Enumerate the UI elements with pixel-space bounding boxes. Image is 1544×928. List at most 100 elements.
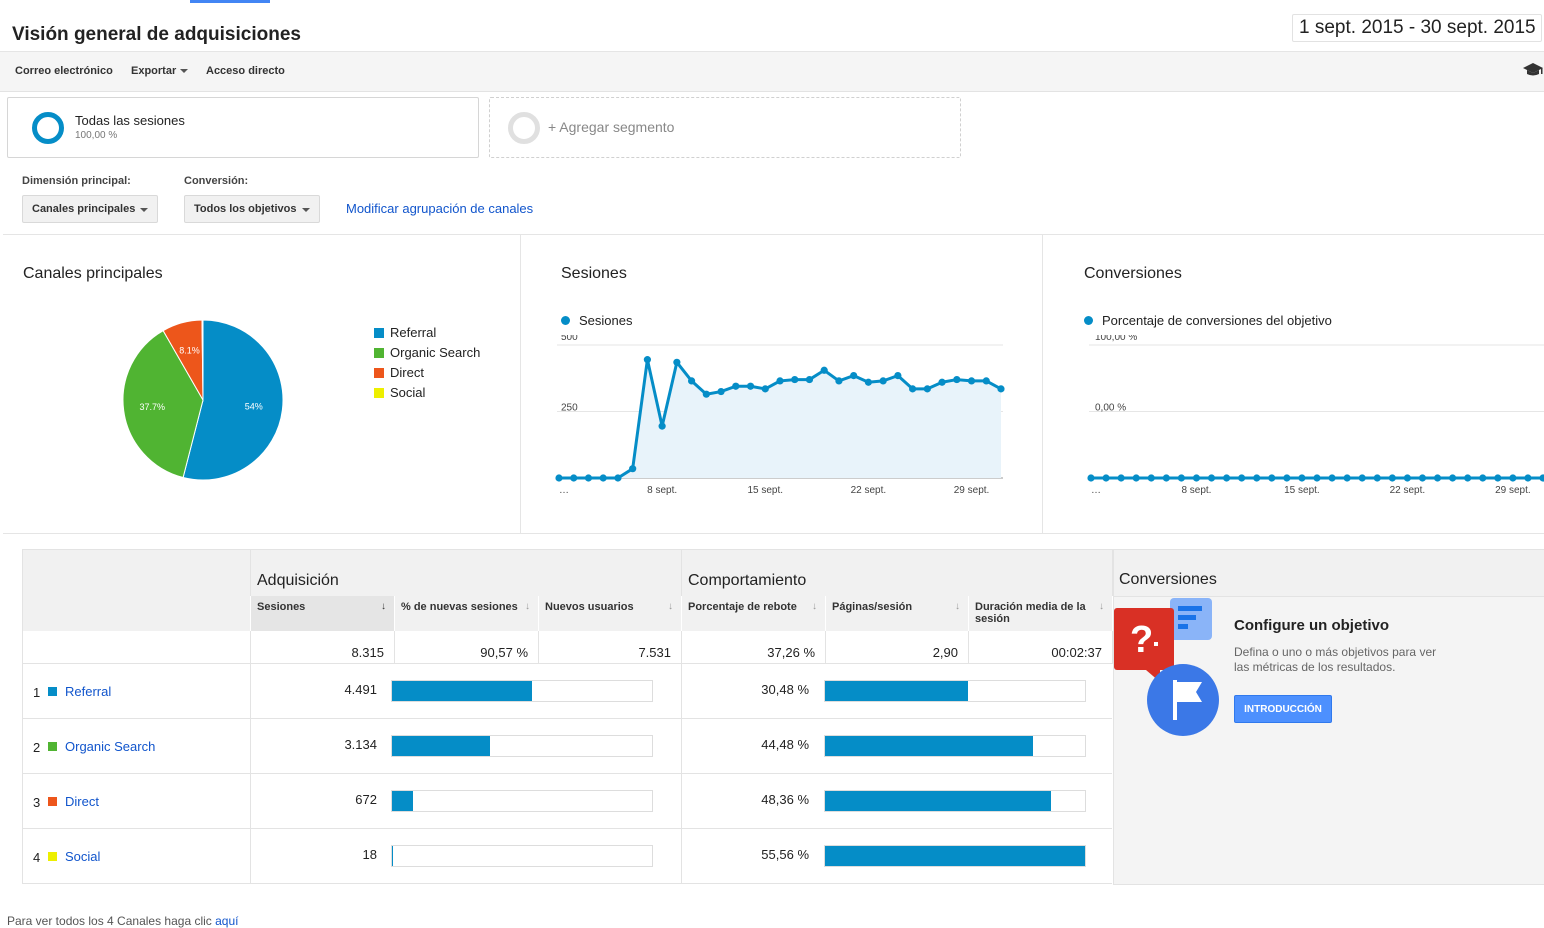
duration-column-header[interactable]: Duración media de la sesión ↓ <box>969 596 1113 631</box>
data-point[interactable] <box>1238 474 1246 482</box>
data-point[interactable] <box>967 377 976 385</box>
data-point[interactable] <box>820 366 828 374</box>
data-point[interactable] <box>1313 474 1321 482</box>
primary-dimension-select[interactable]: Canales principales <box>22 195 158 223</box>
sort-icon[interactable]: ↓ <box>525 601 530 612</box>
date-range-picker[interactable]: 1 sept. 2015 - 30 sept. 2015 <box>1292 14 1542 42</box>
data-point[interactable] <box>894 371 902 380</box>
pie-slice-1[interactable] <box>122 329 204 479</box>
data-point[interactable] <box>1223 474 1231 482</box>
data-point[interactable] <box>761 385 769 393</box>
bounce-column-header[interactable]: Porcentaje de rebote ↓ <box>682 596 826 631</box>
data-point[interactable] <box>1358 474 1366 482</box>
data-point[interactable] <box>879 377 887 385</box>
channel-link[interactable]: Social <box>65 849 101 864</box>
data-point[interactable] <box>1298 474 1306 482</box>
data-point[interactable] <box>1479 474 1487 482</box>
data-point[interactable] <box>1509 474 1517 482</box>
data-point[interactable] <box>1147 474 1155 482</box>
data-point[interactable] <box>1343 474 1351 482</box>
total-sessions: 8.315 <box>251 631 395 664</box>
data-point[interactable] <box>584 474 593 482</box>
shortcut-button[interactable]: Acceso directo <box>206 65 285 77</box>
data-point[interactable] <box>1373 474 1381 482</box>
data-point[interactable] <box>570 474 578 482</box>
data-point[interactable] <box>599 474 607 482</box>
pie-slice-3[interactable] <box>201 319 204 401</box>
data-point[interactable] <box>776 377 784 385</box>
behavior-group-header: Comportamiento <box>682 549 1113 596</box>
data-point[interactable] <box>1102 474 1110 482</box>
channel-link[interactable]: Organic Search <box>65 739 156 754</box>
new-users-column-header[interactable]: Nuevos usuarios ↓ <box>539 596 682 631</box>
data-point[interactable] <box>1328 474 1336 482</box>
data-point[interactable] <box>1268 474 1276 482</box>
data-point[interactable] <box>1403 474 1411 482</box>
sort-icon[interactable]: ↓ <box>955 601 960 612</box>
graduation-cap-icon[interactable] <box>1522 62 1544 78</box>
data-point[interactable] <box>1253 474 1261 482</box>
data-point[interactable] <box>1449 474 1457 482</box>
data-point[interactable] <box>614 474 622 482</box>
channel-link[interactable]: Direct <box>65 794 99 809</box>
export-button[interactable]: Exportar <box>131 65 189 77</box>
data-point[interactable] <box>658 422 666 430</box>
data-point[interactable] <box>1283 474 1291 482</box>
add-segment-button[interactable]: + Agregar segmento <box>489 97 961 158</box>
pie-slice-0[interactable] <box>182 319 284 481</box>
sessions-column-header[interactable]: Sesiones ↓ <box>251 596 395 631</box>
pie-legend-item[interactable]: Direct <box>374 365 424 380</box>
footer-link[interactable]: aquí <box>215 914 239 928</box>
data-point[interactable] <box>791 375 799 384</box>
data-point[interactable] <box>688 377 696 385</box>
segment-all-sessions[interactable]: Todas las sesiones 100,00 % <box>7 97 479 158</box>
sort-icon[interactable]: ↓ <box>668 601 673 612</box>
data-point[interactable] <box>1087 474 1095 482</box>
data-point[interactable] <box>938 378 946 386</box>
data-point[interactable] <box>997 385 1005 393</box>
data-point[interactable] <box>746 382 755 390</box>
data-point[interactable] <box>909 385 917 393</box>
data-point[interactable] <box>1494 474 1502 482</box>
data-point[interactable] <box>555 474 563 482</box>
data-point[interactable] <box>702 390 710 398</box>
data-point[interactable] <box>1192 474 1201 482</box>
data-point[interactable] <box>1418 474 1427 482</box>
conversion-select[interactable]: Todos los objetivos <box>184 195 320 223</box>
data-point[interactable] <box>1117 474 1125 482</box>
data-point[interactable] <box>643 356 651 364</box>
data-point[interactable] <box>717 387 725 396</box>
modify-channel-grouping-link[interactable]: Modificar agrupación de canales <box>346 201 534 216</box>
goal-start-button[interactable]: INTRODUCCIÓN <box>1234 695 1332 723</box>
data-point[interactable] <box>732 382 740 390</box>
channel-link[interactable]: Referral <box>65 684 112 699</box>
data-point[interactable] <box>923 385 931 393</box>
data-point[interactable] <box>629 465 637 473</box>
email-button[interactable]: Correo electrónico <box>15 65 113 77</box>
data-point[interactable] <box>953 375 961 384</box>
data-point[interactable] <box>1464 474 1472 482</box>
data-point[interactable] <box>1433 474 1442 482</box>
data-point[interactable] <box>864 378 872 386</box>
new-sessions-column-header[interactable]: % de nuevas sesiones ↓ <box>395 596 539 631</box>
pie-legend-item[interactable]: Organic Search <box>374 345 480 360</box>
data-point[interactable] <box>1207 474 1216 482</box>
data-point[interactable] <box>982 377 990 385</box>
data-point[interactable] <box>1177 474 1185 482</box>
data-point[interactable] <box>673 358 681 366</box>
data-point[interactable] <box>1388 474 1396 482</box>
data-point[interactable] <box>1539 474 1544 482</box>
data-point[interactable] <box>835 377 843 385</box>
pages-column-header[interactable]: Páginas/sesión ↓ <box>826 596 969 631</box>
data-point[interactable] <box>1132 474 1140 482</box>
data-point[interactable] <box>850 371 858 380</box>
pie-legend-item[interactable]: Social <box>374 385 425 400</box>
sort-icon[interactable]: ↓ <box>1099 601 1104 612</box>
sort-icon[interactable]: ↓ <box>812 601 817 612</box>
data-point[interactable] <box>1524 474 1532 482</box>
data-point[interactable] <box>805 375 814 384</box>
x-tick-label: 8 sept. <box>647 485 677 496</box>
sort-desc-icon[interactable]: ↓ <box>381 601 386 612</box>
data-point[interactable] <box>1162 474 1170 482</box>
pie-legend-item[interactable]: Referral <box>374 325 436 340</box>
